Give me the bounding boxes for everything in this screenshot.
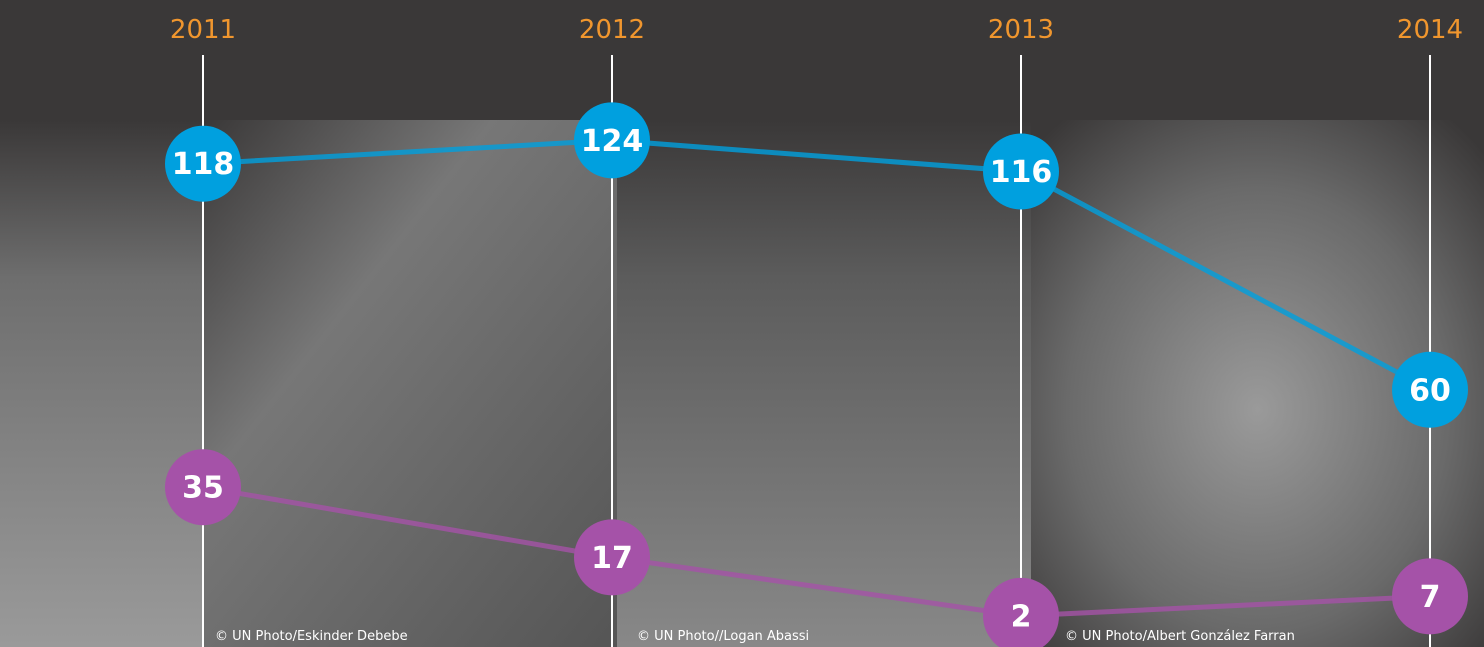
data-label: 60	[1409, 373, 1451, 408]
photo	[0, 120, 203, 647]
data-label: 7	[1420, 580, 1441, 615]
chart: 2011 2012 2013 2014 © UN Photo/Eskinder Debe…	[0, 0, 1484, 647]
data-label: 2	[1011, 599, 1032, 634]
data-label: 116	[990, 155, 1053, 190]
photo-credit: © UN Photo//Logan Abassi	[637, 629, 809, 644]
year-label: 2013	[988, 15, 1054, 45]
data-label: 35	[182, 471, 224, 506]
data-label: 124	[581, 124, 644, 159]
page: 2011 2012 2013 2014 © UN Photo/Eskinder Debe…	[0, 0, 1484, 647]
photo	[203, 120, 617, 647]
photo-credit: © UN Photo/Albert González Farran	[1065, 629, 1295, 644]
year-label: 2014	[1397, 15, 1463, 45]
data-label: 17	[591, 541, 633, 576]
photo-credit: © UN Photo/Eskinder Debebe	[215, 629, 408, 644]
data-label: 118	[172, 147, 235, 182]
year-label: 2012	[579, 15, 645, 45]
year-label: 2011	[170, 15, 236, 45]
